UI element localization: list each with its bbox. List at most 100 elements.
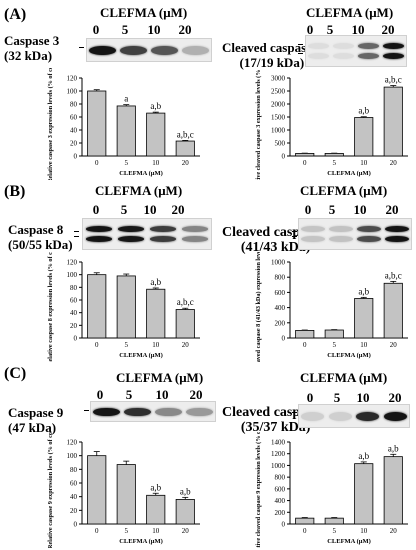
conc-label: 5 (121, 22, 129, 37)
conc-label: 20 (388, 390, 402, 405)
clefma-header-c-right: CLEFMA (μM) (300, 370, 388, 385)
y-axis-label: Relative cleaved caspase 3 expression le… (255, 68, 262, 180)
y-tick-label: 20 (70, 322, 78, 330)
bar (324, 517, 344, 525)
y-tick-label: 20 (70, 140, 78, 148)
significance-label: a,b (358, 106, 369, 116)
blot-band (301, 225, 325, 232)
clefma-header-a-right: CLEFMA (μM) (306, 5, 394, 20)
blot-band (149, 225, 177, 232)
bar (295, 330, 315, 339)
y-tick-label: 100 (67, 88, 78, 96)
blot-band (93, 407, 120, 416)
x-tick-label: 5 (333, 341, 337, 349)
blot-label-cleaved-caspase3: Cleaved caspase 3 (17/19 kDa) (222, 40, 322, 70)
clefma-header-b-right: CLEFMA (μM) (300, 183, 388, 198)
blot-band (182, 45, 209, 55)
conc-row-a-right: 0 5 10 20 (300, 22, 416, 37)
significance-label: a,b,c (177, 297, 194, 307)
blot-band (383, 52, 404, 59)
conc-label: 0 (306, 22, 314, 37)
protein-name: Caspase 3 (4, 33, 60, 48)
x-tick-label: 20 (390, 341, 398, 349)
blot-band (124, 407, 151, 416)
western-blot-caspase3 (86, 38, 212, 62)
bar (295, 517, 315, 525)
x-tick-label: 20 (390, 527, 398, 535)
y-tick-label: 0 (282, 153, 286, 161)
blot-band (89, 45, 116, 55)
significance-label: a,b (150, 277, 161, 287)
significance-label: a (124, 94, 128, 104)
y-tick-label: 1400 (271, 439, 286, 447)
blot-band (301, 235, 325, 242)
conc-row-b-left: 0 5 10 20 (86, 202, 206, 217)
conc-label: 10 (356, 390, 370, 405)
x-tick-label: 10 (360, 527, 368, 535)
bar (116, 105, 136, 157)
y-tick-label: 40 (70, 493, 78, 501)
bar (146, 112, 166, 157)
y-tick-label: 1200 (271, 450, 286, 458)
x-tick-label: 0 (303, 159, 307, 167)
clefma-header-c-left: CLEFMA (μM) (116, 370, 204, 385)
y-tick-label: 1000 (271, 259, 286, 267)
x-axis-label: CLEFMA (μM) (327, 352, 371, 359)
marker-tick (74, 236, 79, 237)
y-tick-label: 20 (70, 507, 78, 515)
bar (383, 456, 403, 525)
y-tick-label: 0 (282, 521, 286, 529)
blot-band (301, 411, 325, 421)
conc-label: 10 (143, 202, 157, 217)
bar (146, 288, 166, 339)
x-tick-label: 5 (125, 341, 129, 349)
x-tick-label: 0 (95, 527, 99, 535)
conc-row-c-right: 0 5 10 20 (300, 390, 416, 405)
significance-label: a,b,c (385, 75, 402, 85)
y-tick-label: 120 (67, 75, 78, 83)
y-tick-label: 800 (275, 474, 286, 482)
y-tick-label: 800 (275, 274, 286, 282)
blot-band (308, 42, 329, 49)
molecular-weight: (41/43 kDa) (240, 240, 311, 255)
significance-label: a,b (358, 286, 369, 296)
x-tick-label: 10 (152, 527, 160, 535)
bar (354, 117, 374, 157)
conc-label: 0 (306, 390, 314, 405)
blot-band (385, 225, 409, 232)
x-tick-label: 20 (182, 159, 190, 167)
conc-row-a-left: 0 5 10 20 (86, 22, 206, 37)
marker-tick (292, 236, 297, 237)
blot-band (181, 235, 209, 242)
significance-label: a,b (358, 451, 369, 461)
western-blot-caspase8 (82, 218, 212, 250)
y-tick-label: 120 (67, 259, 78, 267)
conc-label: 5 (125, 387, 133, 402)
marker-tick (292, 231, 297, 232)
significance-label: a,b (150, 482, 161, 492)
x-tick-label: 0 (303, 527, 307, 535)
blot-band (120, 45, 147, 55)
x-tick-label: 20 (182, 527, 190, 535)
blot-band (383, 411, 407, 421)
blot-band (85, 235, 113, 242)
y-tick-label: 1500 (271, 114, 286, 122)
blot-band (333, 42, 354, 49)
blot-band (333, 52, 354, 59)
x-tick-label: 10 (152, 341, 160, 349)
conc-label: 5 (333, 390, 341, 405)
molecular-weight: (35/37 kDa) (240, 420, 311, 435)
blot-band (358, 52, 379, 59)
x-tick-label: 0 (95, 341, 99, 349)
blot-band (117, 225, 145, 232)
y-tick-label: 80 (70, 284, 78, 292)
conc-row-b-right: 0 5 10 20 (298, 202, 416, 217)
conc-label: 0 (92, 22, 100, 37)
conc-label: 0 (304, 202, 312, 217)
blot-band (151, 45, 178, 55)
x-axis-label: CLEFMA (μM) (327, 538, 371, 545)
bar (354, 298, 374, 339)
x-tick-label: 20 (182, 341, 190, 349)
conc-label: 20 (385, 202, 399, 217)
y-tick-label: 80 (70, 101, 78, 109)
